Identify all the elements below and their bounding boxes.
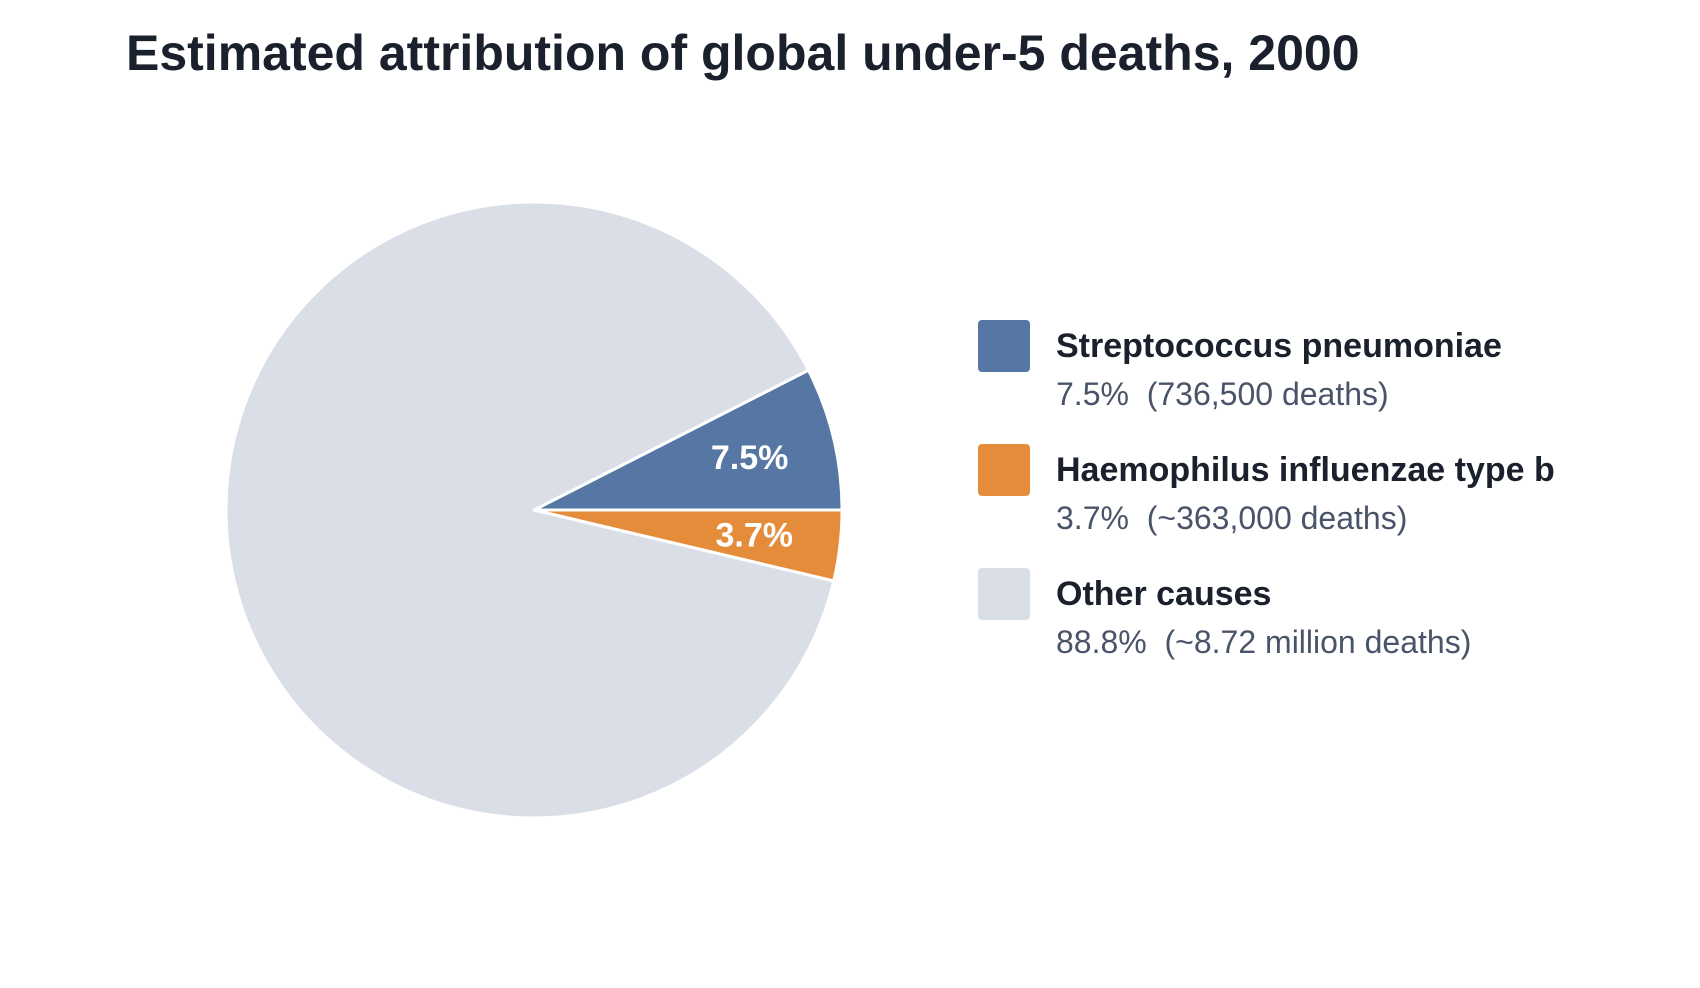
legend-detail-other: 88.8% (~8.72 million deaths) — [1056, 624, 1472, 660]
slice-label-streptococcus: 7.5% — [711, 439, 789, 477]
chart-title: Estimated attribution of global under-5 … — [126, 25, 1360, 81]
legend-item-streptococcus: Streptococcus pneumoniae 7.5% (736,500 d… — [978, 320, 1678, 444]
legend: Streptococcus pneumoniae 7.5% (736,500 d… — [978, 320, 1678, 692]
legend-item-other: Other causes 88.8% (~8.72 million deaths… — [978, 568, 1678, 692]
pie-slice-labels: 7.5% 3.7% — [711, 439, 793, 554]
legend-item-haemophilus: Haemophilus influenzae type b 3.7% (~363… — [978, 444, 1678, 568]
pie-slices — [224, 200, 844, 820]
legend-label-haemophilus: Haemophilus influenzae type b — [1056, 451, 1555, 489]
pie-chart: 7.5% 3.7% — [224, 200, 844, 820]
legend-swatch-other — [978, 568, 1030, 620]
slice-label-haemophilus: 3.7% — [716, 517, 794, 555]
legend-label-other: Other causes — [1056, 575, 1272, 613]
legend-swatch-haemophilus — [978, 444, 1030, 496]
pie-slice-streptococcus — [532, 368, 844, 512]
legend-detail-haemophilus: 3.7% (~363,000 deaths) — [1056, 500, 1408, 536]
legend-swatch-streptococcus — [978, 320, 1030, 372]
legend-label-streptococcus: Streptococcus pneumoniae — [1056, 327, 1502, 365]
pie-slice-other — [224, 200, 836, 820]
legend-detail-streptococcus: 7.5% (736,500 deaths) — [1056, 376, 1389, 412]
